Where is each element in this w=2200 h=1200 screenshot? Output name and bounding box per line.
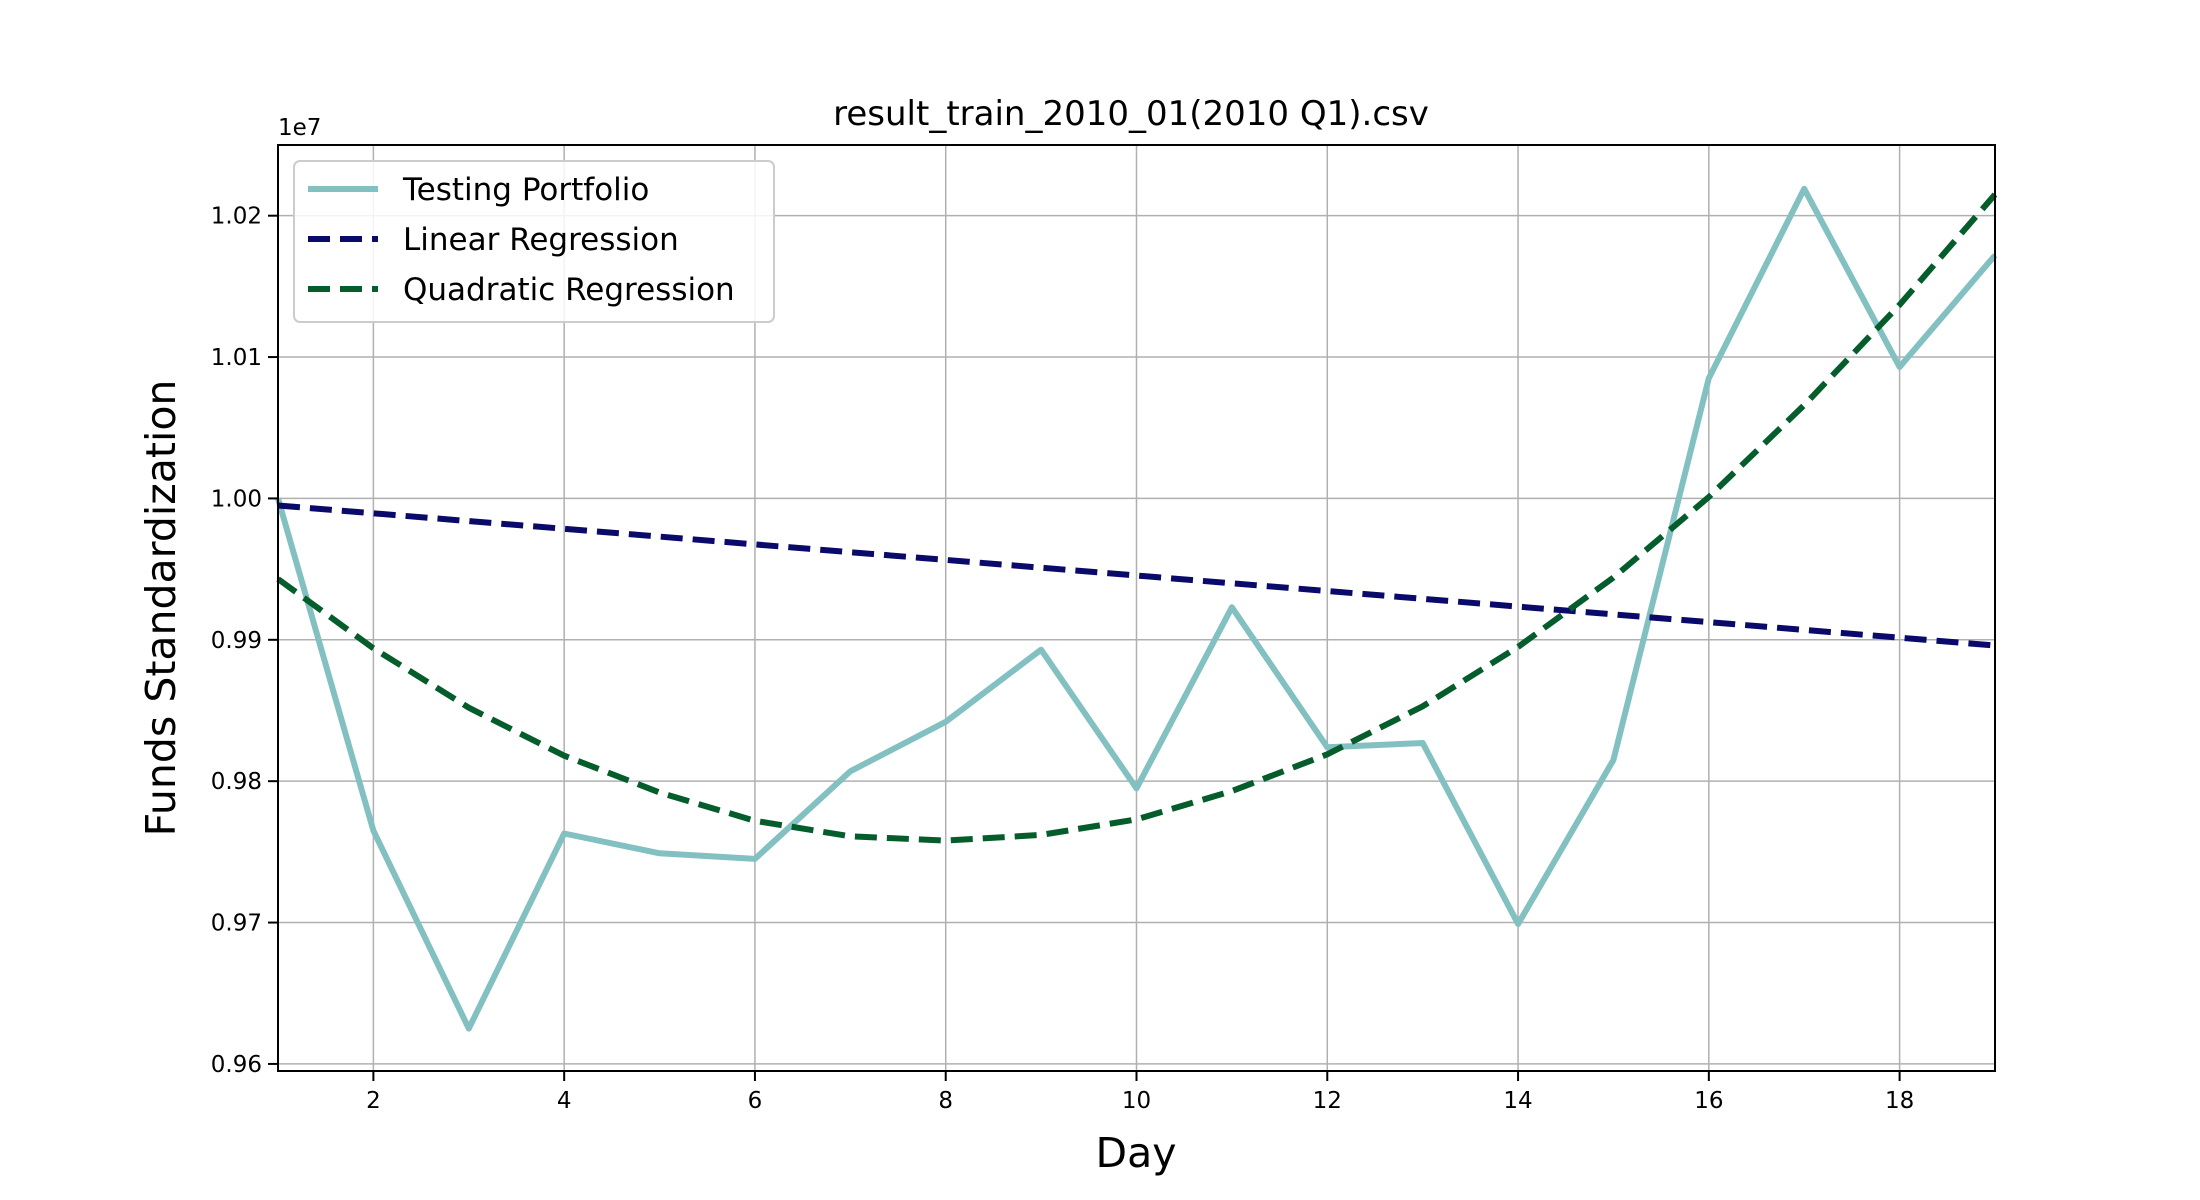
x-tick-label: 6: [748, 1088, 763, 1114]
legend-label: Testing Portfolio: [402, 172, 649, 208]
x-tick-label: 2: [366, 1088, 381, 1114]
x-tick-label: 14: [1503, 1088, 1532, 1114]
y-tick-label: 1.00: [211, 486, 262, 512]
y-tick-label: 1.01: [211, 345, 262, 371]
x-tick-label: 12: [1313, 1088, 1342, 1114]
y-tick-label: 1.02: [211, 204, 262, 230]
x-tick-label: 10: [1122, 1088, 1151, 1114]
x-axis-label: Day: [1096, 1129, 1177, 1177]
legend-label: Quadratic Regression: [403, 272, 735, 308]
legend-label: Linear Regression: [403, 222, 679, 258]
series-line-testing-portfolio: [275, 185, 1998, 1032]
x-tick-label: 18: [1885, 1088, 1914, 1114]
legend-box: [293, 160, 775, 323]
x-tick-label: 8: [938, 1088, 953, 1114]
chart-title: result_train_2010_01(2010 Q1).csv: [833, 94, 1429, 134]
series-layer: [275, 185, 1998, 1032]
x-axis-ticks: 2 4 6 8 10 12 14 16 18: [366, 1071, 1914, 1114]
y-tick-label: 0.96: [211, 1052, 262, 1078]
y-tick-label: 0.98: [211, 769, 262, 795]
x-tick-label: 4: [557, 1088, 572, 1114]
legend: Testing Portfolio Linear Regression Quadra…: [293, 160, 775, 323]
series-line-quadratic-regression: [276, 192, 1998, 844]
y-tick-label: 0.97: [211, 911, 262, 937]
y-axis-label: Funds Standardization: [137, 380, 185, 837]
y-axis-offset-label: 1e7: [278, 115, 321, 141]
y-tick-label: 0.99: [211, 628, 262, 654]
x-tick-label: 16: [1694, 1088, 1723, 1114]
y-axis-ticks: 0.96 0.97 0.98 0.99 1.00 1.01 1.02: [211, 204, 278, 1078]
